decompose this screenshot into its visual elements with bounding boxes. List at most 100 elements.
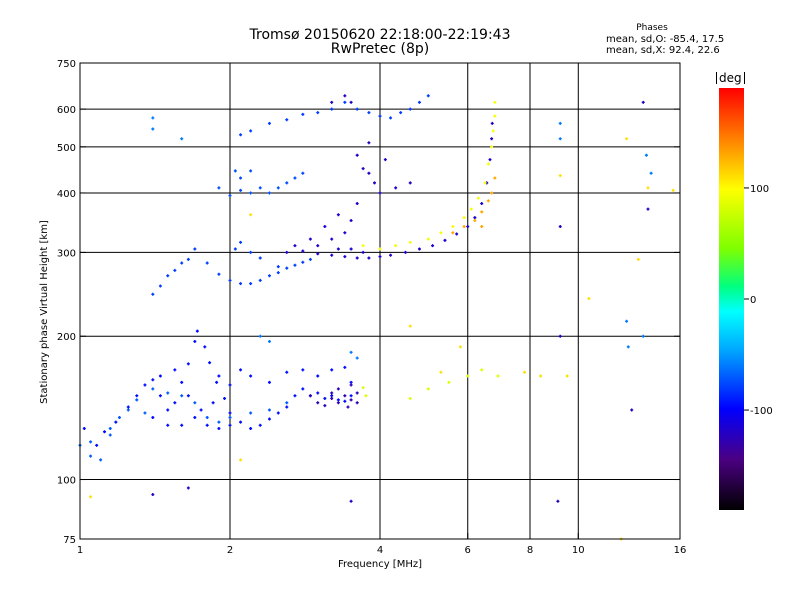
data-point [316,244,320,248]
data-point [349,383,353,387]
data-point [466,374,470,378]
data-point [301,171,305,175]
data-point [336,387,340,391]
data-point [233,169,237,173]
data-point [417,247,421,251]
data-point [217,272,221,276]
data-point [349,100,353,104]
data-point [426,237,430,241]
data-point [349,247,353,251]
data-point [383,158,387,162]
data-point [203,345,207,349]
data-point [239,133,243,137]
data-point [89,454,93,458]
data-point [323,225,327,229]
data-point [389,116,393,120]
chart-title-line2: RwPretec (8p) [330,41,430,57]
data-point [82,426,86,430]
data-point [408,240,412,244]
data-point [355,356,359,360]
data-point [151,116,155,120]
data-point [293,176,297,180]
data-point [228,411,232,415]
data-point [565,374,569,378]
data-point [293,394,297,398]
data-point [208,361,212,365]
y-axis-ticks: 75 100 200 300 400 500 600 750 [57,59,680,546]
colorbar-tick-label: 0 [750,295,756,306]
data-point [301,249,305,253]
data-point [408,107,412,111]
data-point [258,423,262,427]
data-point [103,430,107,434]
data-point [323,404,327,408]
data-point [276,265,280,269]
data-point [316,374,320,378]
data-point [408,181,412,185]
data-point [117,415,121,419]
data-point [276,186,280,190]
data-point [217,426,221,430]
data-point [336,398,340,402]
data-point [367,256,371,260]
data-point [158,284,162,288]
data-point [649,171,653,175]
data-point [361,250,365,254]
data-point [258,256,262,260]
data-point [195,329,199,333]
data-point [180,137,184,141]
data-point [285,181,289,185]
data-point [249,250,253,254]
data-point [462,216,466,220]
data-point [641,334,645,338]
data-point [451,225,455,229]
data-point [267,380,271,384]
data-point [476,196,480,200]
data-point [330,396,334,400]
data-point [364,394,368,398]
data-point [186,486,190,490]
data-point [151,493,155,497]
data-point [480,210,484,214]
data-point [558,334,562,338]
data-point [587,297,591,301]
data-point [558,137,562,141]
data-point [267,417,271,421]
data-point [151,127,155,131]
data-point [316,401,320,405]
y-tick-label: 500 [57,143,76,154]
data-point [447,380,451,384]
data-point [249,169,253,173]
data-point [217,374,221,378]
data-point [539,374,543,378]
data-point [249,374,253,378]
phases-x-stats: mean, sd,X: 92.4, 22.6 [606,45,720,56]
colorbar-tick-label: 100 [750,184,769,195]
data-point [135,394,139,398]
data-point [490,137,494,141]
data-point [473,216,477,220]
data-point [249,213,253,217]
data-point [249,426,253,430]
data-point [267,408,271,412]
data-point [523,370,527,374]
data-point [205,423,209,427]
data-point [408,324,412,328]
data-point [308,257,312,261]
data-point [625,137,629,141]
data-point [173,268,177,272]
data-point [193,247,197,251]
data-point [293,244,297,248]
data-point [285,250,289,254]
data-point [480,225,484,229]
data-point [180,380,184,384]
data-point [355,256,359,260]
data-point [355,401,359,405]
data-point [361,244,365,248]
data-point [490,121,494,125]
data-point [239,420,243,424]
data-point [630,408,634,412]
data-point [126,408,130,412]
x-tick-label: 16 [674,545,687,556]
data-point [399,111,403,115]
